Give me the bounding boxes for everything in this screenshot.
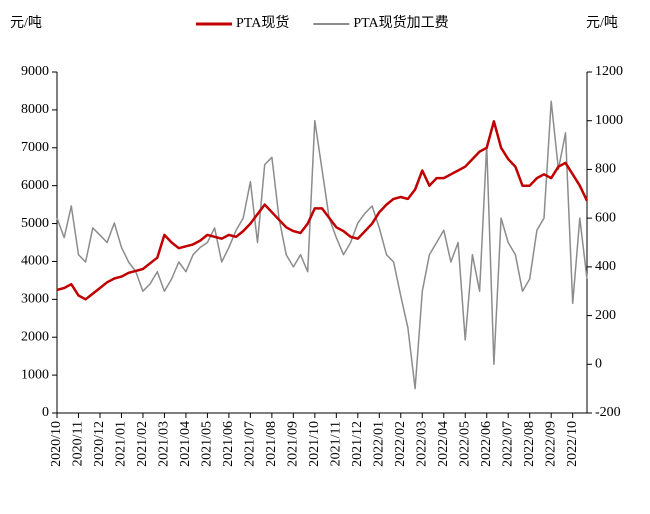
y2-tick-label: 600	[595, 210, 616, 225]
x-tick-label: 2022/07	[500, 421, 515, 467]
y-tick-label: 2000	[21, 329, 49, 344]
x-tick-label: 2020/12	[92, 421, 107, 467]
y2-tick-label: 800	[595, 162, 616, 177]
x-tick-label: 2022/01	[372, 421, 387, 467]
y-tick-label: 9000	[21, 64, 49, 79]
x-tick-label: 2021/05	[200, 421, 215, 467]
y-tick-label: 8000	[21, 102, 49, 117]
y2-tick-label: 1000	[595, 113, 623, 128]
y-tick-label: 1000	[21, 367, 49, 382]
legend-label: PTA现货	[236, 14, 289, 31]
x-tick-label: 2020/10	[49, 421, 64, 467]
x-tick-label: 2021/07	[243, 421, 258, 467]
x-tick-label: 2021/08	[264, 421, 279, 467]
x-tick-label: 2022/03	[414, 421, 429, 467]
x-tick-label: 2020/11	[71, 421, 86, 466]
y2-tick-label: 0	[595, 357, 602, 372]
y2-tick-label: 200	[595, 308, 616, 323]
legend-label: PTA现货加工费	[353, 14, 448, 31]
x-tick-label: 2022/02	[393, 421, 408, 467]
y-tick-label: 6000	[21, 178, 49, 193]
x-tick-label: 2021/02	[135, 421, 150, 467]
x-tick-label: 2022/05	[457, 421, 472, 467]
y-tick-label: 7000	[21, 140, 49, 155]
y-axis-unit: 元/吨	[10, 15, 42, 31]
x-tick-label: 2021/12	[350, 421, 365, 467]
x-tick-label: 2021/01	[114, 421, 129, 467]
x-tick-label: 2021/09	[286, 421, 301, 467]
x-tick-label: 2022/09	[543, 421, 558, 467]
series-line	[56, 100, 588, 390]
y2-tick-label: 1200	[595, 64, 623, 79]
x-tick-label: 2021/03	[157, 421, 172, 467]
y-tick-label: 0	[42, 405, 49, 420]
y-tick-label: 4000	[21, 254, 49, 269]
y2-tick-label: -200	[595, 405, 621, 420]
x-tick-label: 2021/10	[307, 421, 322, 467]
x-tick-label: 2022/04	[436, 421, 451, 467]
y2-tick-label: 400	[595, 259, 616, 274]
x-tick-label: 2022/06	[479, 421, 494, 467]
series-line	[56, 120, 589, 301]
x-tick-label: 2022/08	[522, 421, 537, 467]
x-tick-label: 2021/11	[329, 421, 344, 466]
y2-axis-unit: 元/吨	[586, 15, 618, 31]
x-tick-label: 2021/06	[221, 421, 236, 467]
x-tick-label: 2022/10	[565, 421, 580, 467]
y-tick-label: 3000	[21, 292, 49, 307]
x-tick-label: 2021/04	[178, 421, 193, 467]
y-tick-label: 5000	[21, 216, 49, 231]
